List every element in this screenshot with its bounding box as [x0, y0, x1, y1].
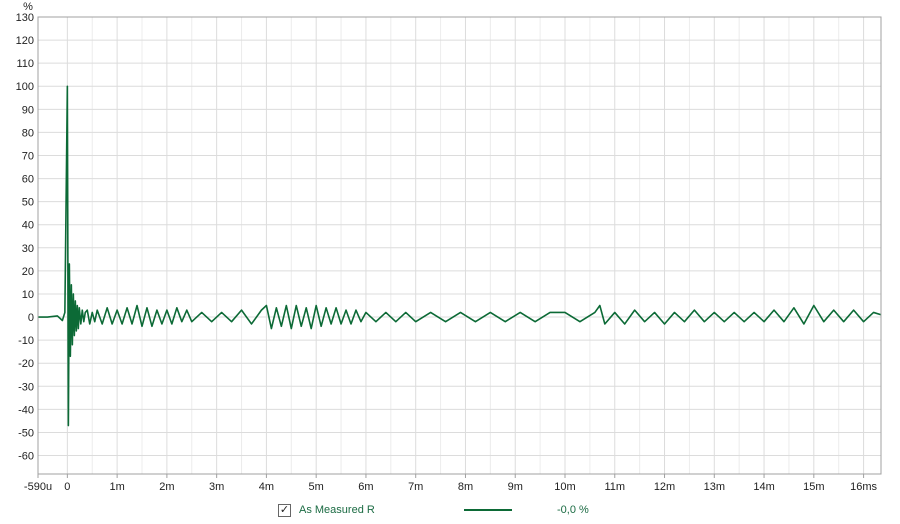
y-tick-label: 40 [22, 220, 34, 232]
y-axis-unit-label: % [23, 1, 33, 13]
y-tick-label: 100 [16, 81, 34, 93]
y-tick-label: 70 [22, 150, 34, 162]
x-tick-label: 5m [309, 481, 324, 493]
grid-layer [37, 16, 881, 478]
x-tick-label: 11m [604, 481, 625, 493]
y-tick-label: -30 [18, 381, 34, 393]
series-line [38, 85, 882, 427]
y-tick-label: 60 [22, 174, 34, 186]
x-tick-label: 3m [209, 481, 224, 493]
x-tick-label: 10m [554, 481, 575, 493]
x-tick-label: 1m [109, 481, 124, 493]
y-tick-label: 50 [22, 197, 34, 209]
y-tick-label: 0 [28, 312, 34, 324]
x-tick-labels: -590u 0 1m 2m 3m 4m 5m 6m 7m 8m 9m 10m 11m 12m 13m 14m 1… [24, 481, 878, 493]
x-tick-label: 9m [508, 481, 523, 493]
plot-frame [37, 16, 882, 475]
y-tick-label: 90 [22, 104, 34, 116]
y-tick-label: 30 [22, 243, 34, 255]
y-tick-label: 120 [16, 35, 34, 47]
y-tick-label: -20 [18, 358, 34, 370]
x-tick-label: 7m [408, 481, 423, 493]
y-tick-label: 10 [22, 289, 34, 301]
y-tick-label: 80 [22, 127, 34, 139]
y-tick-label: 130 [16, 12, 34, 24]
x-tick-label: -590u [24, 481, 52, 493]
y-tick-label: -10 [18, 335, 34, 347]
x-tick-label: 2m [159, 481, 174, 493]
x-tick-label: 8m [458, 481, 473, 493]
x-tick-label: 13m [704, 481, 725, 493]
y-tick-label: -60 [18, 451, 34, 463]
series-visibility-checkbox[interactable]: ✓ [278, 503, 291, 517]
series-layer [38, 85, 882, 427]
x-tick-label: 6m [358, 481, 373, 493]
y-tick-label: 20 [22, 266, 34, 278]
y-tick-label: -50 [18, 427, 34, 439]
y-tick-label: 110 [16, 58, 34, 70]
x-tick-label: 15m [803, 481, 824, 493]
x-tick-label: 4m [259, 481, 274, 493]
x-tick-label: 14m [753, 481, 774, 493]
legend: ✓ As Measured R -0,0 % [278, 500, 589, 520]
x-tick-label: 16ms [850, 481, 877, 493]
legend-series-name: As Measured R [299, 504, 375, 516]
y-tick-labels: 1301201101009080706050403020100-10-20-30… [16, 12, 34, 463]
checkmark-icon: ✓ [279, 503, 290, 516]
legend-cursor-value: -0,0 % [557, 504, 589, 516]
legend-line-swatch [464, 509, 512, 511]
x-tick-label: 12m [654, 481, 675, 493]
x-tick-label: 0 [64, 481, 70, 493]
y-tick-label: -40 [18, 404, 34, 416]
